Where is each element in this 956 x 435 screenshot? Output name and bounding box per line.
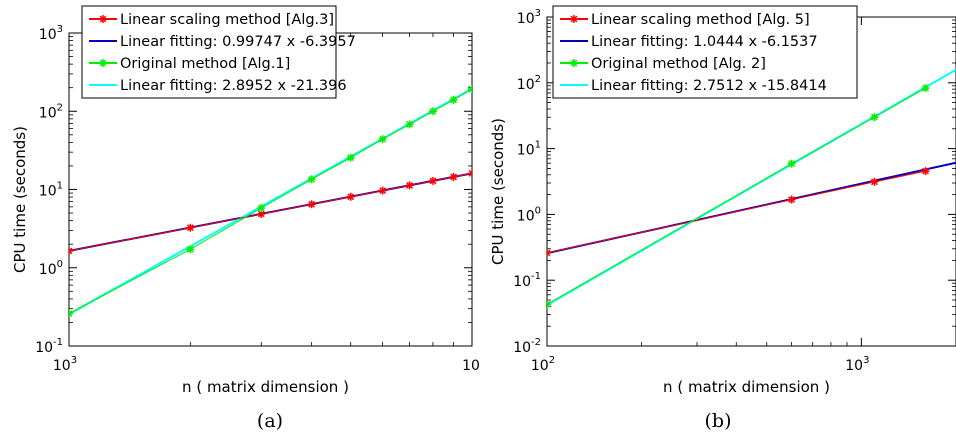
legend-entry-label: Original method [Alg.1] [120, 56, 290, 72]
plot-area [547, 68, 956, 309]
y-tick-label: 100 [39, 259, 63, 278]
y-tick-label: 102 [39, 102, 63, 121]
data-point-marker [346, 153, 355, 162]
chart-panel-b: 102 103 10-2 10-1 100 101 102 103 n ( matrix dim… [489, 5, 956, 432]
series-line [547, 68, 956, 306]
legend-entry-label: Linear scaling method [Alg.3] [120, 12, 334, 28]
data-point-marker [787, 195, 796, 204]
y-tick-label: 100 [517, 205, 541, 224]
x-tick-label: 103 [845, 355, 869, 374]
legend-marker [570, 15, 578, 23]
y-tick-label: 103 [39, 24, 63, 43]
data-point-marker [405, 181, 414, 190]
legend-entry-label: Linear fitting: 0.99747 x -6.3957 [120, 34, 356, 50]
legend-entry-label: Linear fitting: 1.0444 x -6.1537 [591, 34, 818, 50]
x-axis-label: n ( matrix dimension ) [663, 378, 830, 396]
data-point-marker [468, 169, 472, 178]
data-point-marker [346, 192, 355, 201]
y-tick-label: 102 [517, 74, 541, 93]
series-marker-line [69, 88, 472, 314]
plot-area [69, 85, 472, 318]
legend-entry-label: Original method [Alg. 2] [591, 56, 766, 72]
legend-marker [99, 59, 107, 67]
data-point-marker [428, 176, 437, 185]
data-point-marker [69, 246, 73, 255]
data-point-marker [186, 223, 195, 232]
legend-entry-label: Linear fitting: 2.8952 x -21.396 [120, 78, 347, 94]
data-point-marker [186, 245, 195, 254]
series-marker-line [547, 170, 926, 254]
data-point-marker [921, 167, 930, 176]
panel-caption: (b) [705, 410, 732, 432]
legend-box [552, 5, 858, 99]
x-tick-label: 102 [531, 355, 555, 374]
y-axis-label: CPU time (seconds) [11, 126, 29, 273]
legend-entry-label: Linear fitting: 2.7512 x -15.8414 [591, 78, 827, 94]
series-marker-line [69, 172, 472, 252]
data-point-marker [468, 85, 472, 94]
legend-marker [99, 15, 107, 23]
data-point-marker [69, 309, 73, 318]
y-tick-label: 101 [39, 181, 63, 200]
data-point-marker [787, 159, 796, 168]
legend: Linear scaling method [Alg. 5] Linear fit… [552, 5, 858, 99]
data-point-marker [449, 95, 458, 104]
x-tick-label: 10 [462, 358, 480, 374]
legend-marker [570, 59, 578, 67]
data-point-marker [547, 248, 551, 257]
y-tick-label: 103 [517, 8, 541, 27]
x-axis-label: n ( matrix dimension ) [182, 378, 349, 396]
y-tick-label: 101 [517, 140, 541, 159]
data-point-marker [449, 172, 458, 181]
data-point-marker [257, 210, 266, 219]
panel-caption: (a) [257, 410, 283, 432]
data-point-marker [378, 186, 387, 195]
series-marker-line [547, 87, 926, 305]
chart-panel-a: 103 10 10-1 100 101 102 103 n ( matrix dimensio… [11, 5, 480, 432]
series-line [69, 87, 472, 316]
data-point-marker [428, 107, 437, 116]
y-axis-label: CPU time (seconds) [489, 118, 507, 265]
data-point-marker [547, 300, 551, 309]
data-point-marker [405, 120, 414, 129]
y-tick-label: 10-1 [35, 337, 63, 356]
data-point-marker [921, 84, 930, 93]
legend-entry-label: Linear scaling method [Alg. 5] [591, 12, 810, 28]
data-point-marker [870, 177, 879, 186]
y-tick-label: 10-1 [513, 271, 541, 290]
data-point-marker [870, 113, 879, 122]
legend: Linear scaling method [Alg.3] Linear fitt… [81, 5, 356, 99]
y-tick-label: 10-2 [513, 337, 541, 356]
legend-box [81, 5, 337, 99]
data-point-marker [257, 204, 266, 213]
data-point-marker [378, 135, 387, 144]
data-point-marker [307, 200, 316, 209]
data-point-marker [307, 175, 316, 184]
x-tick-label: 103 [53, 355, 77, 374]
